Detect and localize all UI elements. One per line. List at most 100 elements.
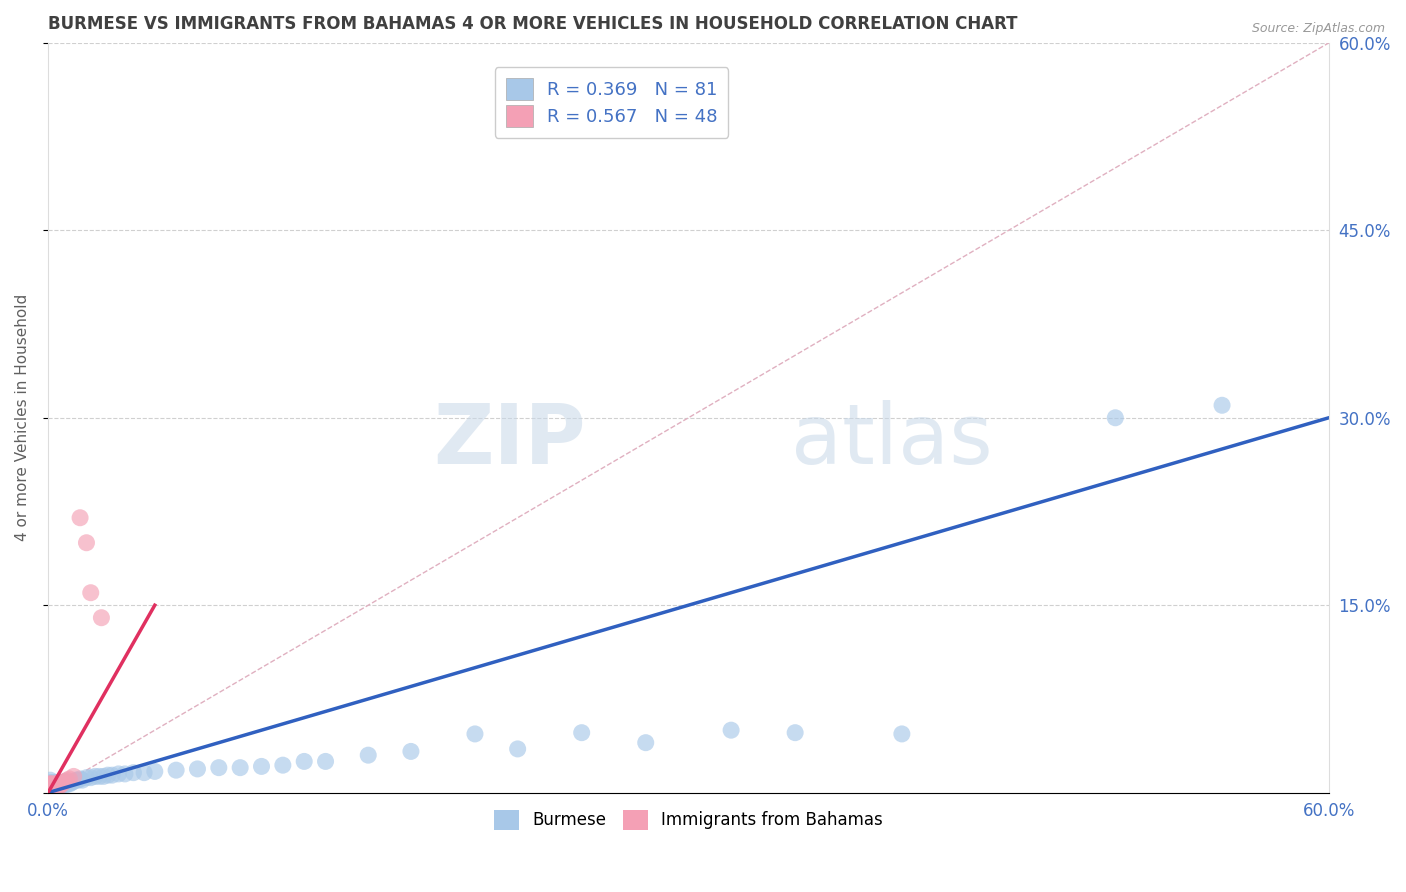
Point: [48, 775, 70, 789]
Point: [785, 725, 807, 739]
Text: ZIP: ZIP: [433, 400, 586, 481]
Point: [48, 778, 70, 792]
Point: [39, 780, 62, 795]
Point: [80, 771, 103, 785]
Point: [44, 780, 66, 794]
Point: [70, 773, 93, 788]
Point: [49, 778, 72, 792]
Point: [39, 781, 62, 796]
Point: [39, 780, 62, 794]
Point: [292, 755, 315, 769]
Point: [58, 772, 80, 786]
Point: [52, 778, 75, 792]
Point: [39, 778, 62, 792]
Point: [39, 780, 62, 794]
Point: [53, 778, 76, 792]
Point: [49, 778, 72, 792]
Point: [45, 778, 67, 792]
Point: [48, 777, 70, 791]
Point: [49, 777, 72, 791]
Point: [39, 780, 62, 794]
Point: [62, 774, 84, 789]
Point: [39, 780, 62, 795]
Point: [41, 775, 63, 789]
Point: [48, 777, 70, 791]
Point: [97, 768, 120, 782]
Point: [41, 780, 63, 795]
Point: [44, 780, 66, 795]
Point: [890, 727, 912, 741]
Point: [45, 780, 67, 795]
Point: [84, 769, 107, 783]
Point: [58, 777, 80, 791]
Point: [571, 725, 593, 739]
Point: [39, 780, 62, 794]
Point: [93, 769, 115, 783]
Point: [76, 535, 98, 549]
Point: [69, 510, 91, 524]
Point: [58, 775, 80, 789]
Point: [62, 769, 84, 783]
Point: [44, 780, 66, 794]
Point: [39, 781, 62, 796]
Point: [48, 780, 70, 794]
Point: [41, 778, 63, 792]
Point: [44, 777, 66, 791]
Point: [186, 762, 208, 776]
Point: [49, 780, 72, 794]
Point: [52, 777, 75, 791]
Point: [41, 781, 63, 796]
Point: [69, 772, 91, 786]
Point: [39, 781, 62, 796]
Point: [41, 778, 63, 792]
Point: [45, 775, 67, 789]
Point: [49, 775, 72, 789]
Point: [56, 775, 79, 789]
Point: [39, 778, 62, 792]
Point: [45, 777, 67, 791]
Point: [165, 763, 187, 777]
Point: [45, 777, 67, 791]
Point: [80, 585, 103, 599]
Point: [53, 774, 76, 789]
Point: [506, 742, 529, 756]
Point: [114, 767, 136, 781]
Point: [44, 775, 66, 789]
Point: [1104, 410, 1126, 425]
Point: [39, 778, 62, 792]
Point: [132, 765, 155, 780]
Legend: Burmese, Immigrants from Bahamas: Burmese, Immigrants from Bahamas: [488, 803, 890, 837]
Point: [49, 777, 72, 791]
Point: [39, 777, 62, 791]
Point: [52, 775, 75, 789]
Point: [45, 780, 67, 794]
Point: [41, 777, 63, 791]
Point: [39, 780, 62, 794]
Point: [39, 775, 62, 789]
Point: [39, 780, 62, 794]
Point: [52, 775, 75, 789]
Point: [101, 768, 124, 782]
Point: [39, 780, 62, 795]
Point: [1211, 398, 1233, 412]
Point: [44, 780, 66, 794]
Point: [53, 774, 76, 789]
Point: [41, 777, 63, 791]
Point: [41, 777, 63, 791]
Point: [39, 773, 62, 788]
Point: [122, 765, 145, 780]
Point: [39, 778, 62, 792]
Point: [89, 769, 111, 783]
Point: [41, 780, 63, 794]
Point: [39, 777, 62, 791]
Point: [44, 778, 66, 792]
Point: [48, 780, 70, 794]
Text: atlas: atlas: [790, 400, 993, 481]
Point: [229, 761, 252, 775]
Point: [90, 610, 112, 624]
Point: [44, 778, 66, 792]
Point: [39, 777, 62, 791]
Point: [315, 755, 337, 769]
Point: [65, 773, 87, 788]
Point: [41, 780, 63, 794]
